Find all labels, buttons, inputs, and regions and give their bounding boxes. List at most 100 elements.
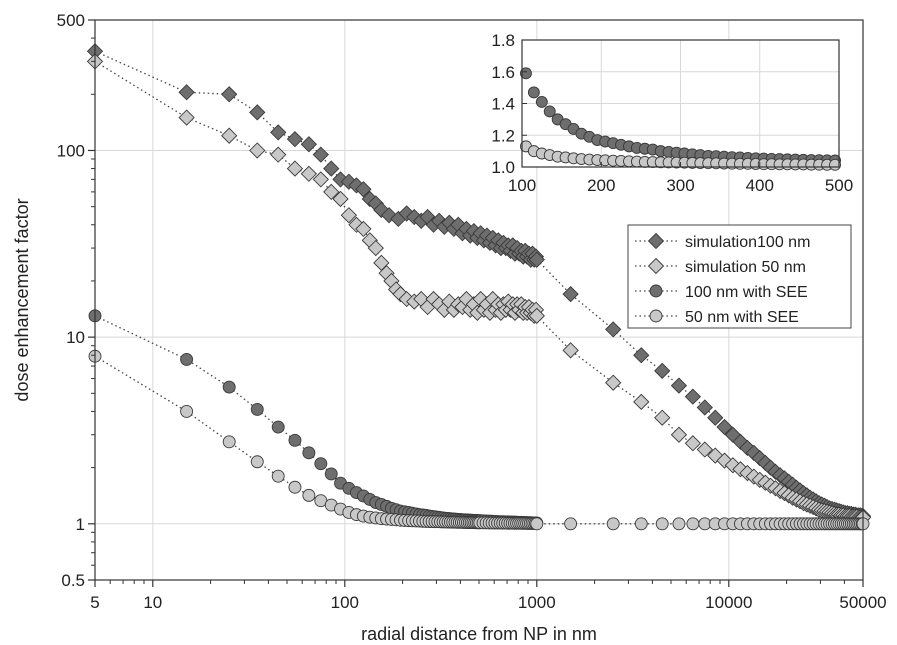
series-50-nm-with-see — [88, 349, 870, 531]
data-point — [312, 171, 329, 188]
data-point — [178, 84, 195, 101]
y-tick-label: 10 — [66, 328, 85, 347]
series-line — [94, 355, 863, 525]
x-tick-label: 10 — [143, 593, 162, 612]
legend-marker — [649, 284, 663, 298]
data-point — [606, 517, 620, 531]
data-point — [745, 444, 762, 461]
y-tick-label: 1 — [76, 515, 85, 534]
x-tick-label: 1000 — [518, 593, 556, 612]
legend: simulation100 nm simulation 50 nm 100 nm w… — [627, 224, 852, 329]
y-tick-label: 0.5 — [61, 571, 85, 590]
data-point — [348, 216, 365, 233]
data-point — [530, 517, 544, 531]
x-tick-label: 100 — [331, 593, 359, 612]
legend-item-50-nm-with-see: 50 nm with SEE — [635, 309, 799, 326]
legend-item-100-nm-with-see: 100 nm with SEE — [635, 284, 808, 301]
inset-x-tick-label: 500 — [825, 176, 853, 195]
data-point — [528, 251, 545, 268]
inset-data-point — [543, 105, 556, 118]
data-point — [288, 433, 302, 447]
data-point — [654, 409, 671, 426]
data-point — [332, 190, 349, 208]
x-axis-label: radial distance from NP in nm — [361, 624, 597, 644]
data-point — [249, 104, 266, 121]
main-axes: 5 10 100 1000 10000 50000 0.5 1 10 100 500 — [57, 11, 887, 612]
data-point — [312, 146, 329, 163]
inset-data-point — [520, 67, 532, 80]
x-tick-label: 50000 — [839, 593, 886, 612]
data-point — [302, 446, 316, 460]
series-line — [94, 315, 537, 524]
data-point — [562, 285, 579, 303]
data-point — [633, 347, 650, 364]
data-point — [654, 362, 671, 379]
data-point — [562, 342, 579, 359]
data-point — [686, 517, 700, 531]
inset: 100 200 300 400 500 1.0 1.2 1.4 1.6 1.8 — [491, 31, 853, 195]
data-point — [270, 146, 287, 163]
inset-y-tick-label: 1.4 — [491, 95, 515, 114]
x-tick-label: 10000 — [705, 593, 752, 612]
inset-data-point — [527, 86, 540, 99]
data-point — [406, 208, 423, 226]
legend-label: simulation100 nm — [685, 234, 810, 251]
inset-axes: 100 200 300 400 500 1.0 1.2 1.4 1.6 1.8 — [491, 31, 853, 195]
legend-marker — [647, 232, 665, 250]
inset-x-tick-label: 300 — [666, 176, 694, 195]
data-point — [288, 480, 302, 494]
y-tick-label: 100 — [57, 141, 85, 160]
series-simulation100-nm — [86, 43, 872, 525]
data-point — [716, 418, 733, 436]
data-point — [270, 124, 287, 141]
inset-y-tick-label: 1.0 — [491, 158, 515, 177]
data-point — [528, 307, 545, 325]
data-point — [707, 409, 724, 426]
data-point — [355, 181, 372, 198]
legend-label: 50 nm with SEE — [685, 309, 799, 326]
inset-y-tick-label: 1.6 — [491, 63, 515, 82]
inset-x-tick-label: 200 — [587, 176, 615, 195]
data-point — [271, 420, 285, 434]
data-point — [250, 402, 264, 416]
data-point — [684, 435, 702, 452]
data-point — [314, 457, 328, 471]
data-point — [221, 86, 238, 103]
inset-series — [520, 67, 841, 171]
data-point — [222, 380, 236, 394]
data-point — [286, 160, 304, 177]
data-point — [634, 517, 648, 531]
data-point — [732, 461, 749, 478]
data-point — [250, 455, 264, 469]
inset-data-point — [535, 95, 548, 108]
data-point — [684, 388, 702, 405]
legend-box — [627, 224, 852, 329]
data-point — [605, 374, 622, 391]
data-point — [355, 220, 372, 238]
data-point — [178, 109, 195, 126]
data-point — [300, 165, 318, 182]
data-point — [323, 183, 340, 201]
inset-series-50-nm-with-see — [520, 140, 841, 171]
data-point — [323, 160, 340, 177]
data-point — [564, 517, 578, 531]
data-point — [271, 469, 285, 483]
data-point — [367, 239, 384, 257]
legend-item-simulation100-nm: simulation100 nm — [635, 232, 810, 251]
data-point — [180, 404, 194, 418]
y-axis-label: dose enhancement factor — [12, 198, 32, 401]
data-point — [180, 352, 194, 366]
data-point — [672, 517, 686, 531]
data-point — [221, 127, 238, 144]
inset-y-tick-label: 1.2 — [491, 126, 515, 145]
data-point — [300, 136, 318, 153]
series-100-nm-with-see — [88, 309, 544, 530]
legend-marker — [647, 257, 665, 275]
legend-item-simulation-50-nm: simulation 50 nm — [635, 257, 806, 276]
data-point — [670, 377, 688, 394]
data-point — [633, 393, 650, 411]
inset-y-tick-label: 1.8 — [491, 31, 515, 50]
x-tick-label: 5 — [90, 593, 99, 612]
data-point — [696, 399, 713, 416]
